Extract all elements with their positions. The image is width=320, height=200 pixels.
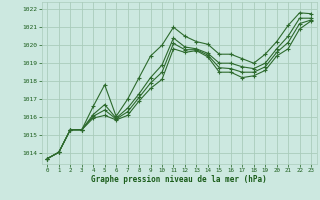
X-axis label: Graphe pression niveau de la mer (hPa): Graphe pression niveau de la mer (hPa): [91, 175, 267, 184]
